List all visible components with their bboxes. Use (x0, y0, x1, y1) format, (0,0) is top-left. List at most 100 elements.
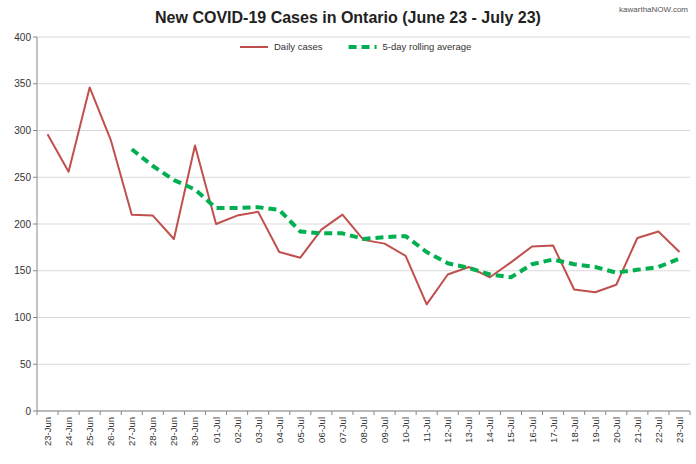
tick (33, 270, 37, 271)
title: New COVID-19 Cases in Ontario (June 23 -… (155, 9, 541, 26)
x-tick-label: 24-Jun (63, 417, 74, 446)
x-tick (310, 411, 311, 415)
legend-swatch (240, 46, 268, 48)
tick (33, 130, 37, 131)
x-tick-label: 29-Jun (168, 417, 179, 446)
x-tick-label: 08-Jul (358, 417, 369, 443)
x-tick (247, 411, 248, 415)
x-tick (352, 411, 353, 415)
tick (33, 411, 37, 412)
x-tick (647, 411, 648, 415)
tick (33, 317, 37, 318)
x-tick-label: 20-Jul (611, 417, 622, 443)
x-tick (521, 411, 522, 415)
x-tick-label: 07-Jul (337, 417, 348, 443)
grid-line (37, 411, 690, 412)
x-tick (226, 411, 227, 415)
x-tick-label: 23-Jun (42, 417, 53, 446)
x-tick (437, 411, 438, 415)
x-tick-label: 12-Jul (442, 417, 453, 443)
x-tick (374, 411, 375, 415)
y-tick-label: 100 (14, 312, 31, 323)
x-tick-label: 03-Jul (253, 417, 264, 443)
x-tick-label: 25-Jun (84, 417, 95, 446)
x-tick (331, 411, 332, 415)
x-tick-label: 14-Jul (484, 417, 495, 443)
tick (33, 37, 37, 38)
grid-line (37, 270, 690, 271)
x-tick (163, 411, 164, 415)
chart: New COVID-19 Cases in Ontario (June 23 -… (0, 0, 696, 464)
x-tick (626, 411, 627, 415)
grid-line (37, 37, 690, 38)
grid-line (37, 317, 690, 318)
y-tick-label: 150 (14, 265, 31, 276)
x-tick-label: 16-Jul (527, 417, 538, 443)
x-tick (584, 411, 585, 415)
x-tick (563, 411, 564, 415)
x-tick (184, 411, 185, 415)
tick (33, 177, 37, 178)
x-tick-label: 19-Jul (590, 417, 601, 443)
x-tick (542, 411, 543, 415)
y-tick-label: 400 (14, 32, 31, 43)
x-tick (668, 411, 669, 415)
y-tick-label: 350 (14, 78, 31, 89)
annotation: kawarthaNOW.com (619, 5, 688, 14)
x-tick (37, 411, 38, 415)
x-tick-label: 18-Jul (569, 417, 580, 443)
y-tick-label: 50 (20, 359, 32, 370)
x-tick-label: 15-Jul (505, 417, 516, 443)
x-tick (79, 411, 80, 415)
grid-line (37, 130, 690, 131)
x-tick (500, 411, 501, 415)
line-series (132, 149, 680, 277)
x-tick-label: 28-Jun (147, 417, 158, 446)
x-tick-label: 04-Jul (274, 417, 285, 443)
y-tick-label: 300 (14, 125, 31, 136)
legend-label: 5-day rolling average (383, 41, 472, 52)
x-tick (289, 411, 290, 415)
x-tick (121, 411, 122, 415)
x-tick (416, 411, 417, 415)
x-tick (479, 411, 480, 415)
x-axis (37, 411, 690, 412)
grid-line (37, 224, 690, 225)
x-tick (100, 411, 101, 415)
x-tick-label: 22-Jul (653, 417, 664, 443)
x-tick-label: 27-Jun (126, 417, 137, 446)
x-tick-label: 11-Jul (421, 417, 432, 442)
x-tick (458, 411, 459, 415)
x-tick-label: 09-Jul (379, 417, 390, 443)
tick (33, 364, 37, 365)
x-tick (268, 411, 269, 415)
x-tick (142, 411, 143, 415)
x-tick (690, 411, 691, 415)
y-tick-label: 0 (25, 406, 31, 417)
x-tick-label: 13-Jul (463, 417, 474, 443)
x-tick-label: 21-Jul (632, 417, 643, 443)
x-tick (395, 411, 396, 415)
x-tick-label: 05-Jul (295, 417, 306, 443)
x-tick-label: 10-Jul (400, 417, 411, 443)
x-tick-label: 26-Jun (105, 417, 116, 446)
y-tick-label: 200 (14, 219, 31, 230)
x-tick (605, 411, 606, 415)
legend-swatch (349, 45, 377, 49)
line-series (48, 87, 680, 304)
legend-label: Daily cases (274, 41, 323, 52)
x-tick-label: 01-Jul (211, 417, 222, 443)
tick (33, 83, 37, 84)
grid-line (37, 83, 690, 84)
x-tick (205, 411, 206, 415)
x-tick-label: 30-Jun (189, 417, 200, 446)
x-tick-label: 02-Jul (232, 417, 243, 443)
x-tick-label: 06-Jul (316, 417, 327, 443)
grid-line (37, 177, 690, 178)
y-tick-label: 250 (14, 172, 31, 183)
x-tick-label: 23-Jul (674, 417, 685, 443)
plot-area (48, 87, 680, 304)
x-tick-label: 17-Jul (548, 417, 559, 443)
tick (33, 224, 37, 225)
x-tick (58, 411, 59, 415)
